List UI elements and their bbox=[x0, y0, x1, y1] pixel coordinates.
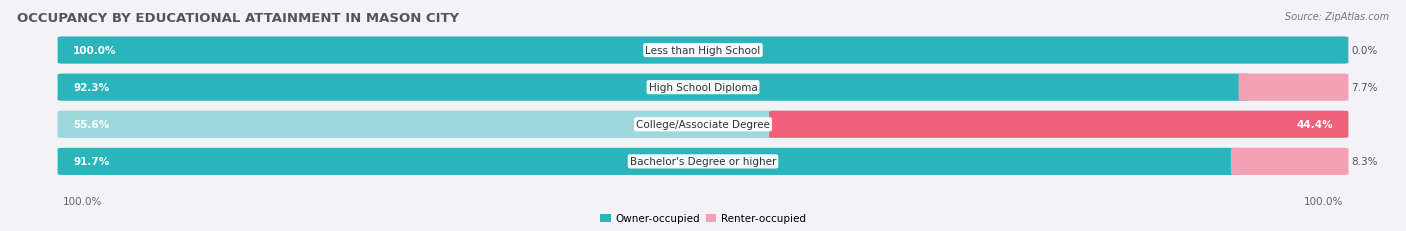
Text: Bachelor's Degree or higher: Bachelor's Degree or higher bbox=[630, 157, 776, 167]
Text: 100.0%: 100.0% bbox=[73, 46, 117, 56]
Text: 100.0%: 100.0% bbox=[1303, 196, 1343, 206]
FancyBboxPatch shape bbox=[58, 111, 1348, 138]
Text: OCCUPANCY BY EDUCATIONAL ATTAINMENT IN MASON CITY: OCCUPANCY BY EDUCATIONAL ATTAINMENT IN M… bbox=[17, 12, 458, 24]
Text: Source: ZipAtlas.com: Source: ZipAtlas.com bbox=[1285, 12, 1389, 21]
FancyBboxPatch shape bbox=[58, 37, 1348, 64]
Text: 0.0%: 0.0% bbox=[1351, 46, 1378, 56]
Text: High School Diploma: High School Diploma bbox=[648, 83, 758, 93]
FancyBboxPatch shape bbox=[58, 74, 1250, 101]
FancyBboxPatch shape bbox=[58, 37, 1348, 64]
Text: College/Associate Degree: College/Associate Degree bbox=[636, 120, 770, 130]
Text: 44.4%: 44.4% bbox=[1296, 120, 1333, 130]
FancyBboxPatch shape bbox=[58, 148, 1348, 175]
Legend: Owner-occupied, Renter-occupied: Owner-occupied, Renter-occupied bbox=[600, 213, 806, 224]
Text: Less than High School: Less than High School bbox=[645, 46, 761, 56]
FancyBboxPatch shape bbox=[769, 111, 1348, 138]
FancyBboxPatch shape bbox=[58, 148, 1241, 175]
FancyBboxPatch shape bbox=[1230, 148, 1348, 175]
Text: 92.3%: 92.3% bbox=[73, 83, 110, 93]
Text: 100.0%: 100.0% bbox=[63, 196, 103, 206]
FancyBboxPatch shape bbox=[1239, 74, 1348, 101]
Text: 55.6%: 55.6% bbox=[73, 120, 110, 130]
FancyBboxPatch shape bbox=[58, 111, 780, 138]
Text: 8.3%: 8.3% bbox=[1351, 157, 1378, 167]
FancyBboxPatch shape bbox=[58, 74, 1348, 101]
Text: 7.7%: 7.7% bbox=[1351, 83, 1378, 93]
Text: 91.7%: 91.7% bbox=[73, 157, 110, 167]
